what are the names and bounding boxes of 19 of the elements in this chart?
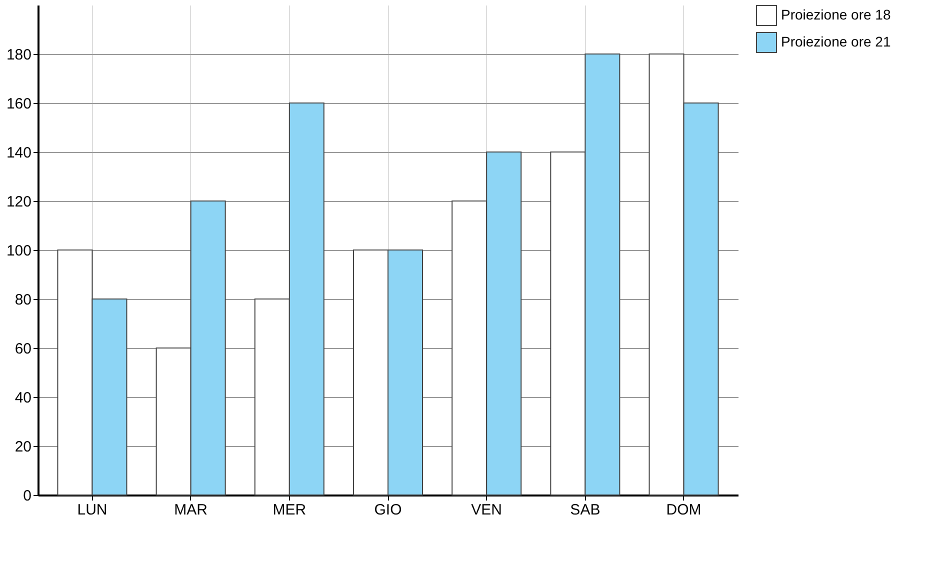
legend-label: Proiezione ore 18 (781, 6, 891, 22)
y-tick-label: 120 (6, 194, 32, 210)
legend-label: Proiezione ore 21 (781, 34, 891, 50)
x-tick-label: GIO (374, 502, 402, 518)
y-tick-label: 20 (14, 438, 32, 456)
x-tick-label: SAB (570, 502, 600, 518)
y-tick-label: 140 (6, 144, 32, 162)
y-tick-label: 0 (23, 488, 32, 504)
y-tick-label: 100 (6, 242, 32, 260)
y-tick-label: 40 (14, 390, 32, 406)
x-tick-label: MAR (174, 502, 208, 518)
x-tick-label: DOM (666, 502, 702, 518)
x-tick-label: VEN (471, 502, 502, 518)
y-tick-label: 160 (6, 96, 32, 112)
x-tick-label: MER (272, 502, 306, 518)
y-tick-label: 180 (6, 46, 32, 64)
y-tick-label: 60 (14, 340, 32, 358)
y-tick-label: 80 (14, 292, 32, 308)
x-tick-label: LUN (77, 502, 108, 518)
